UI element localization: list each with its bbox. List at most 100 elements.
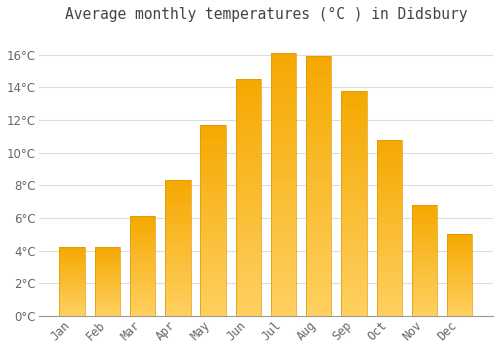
- Bar: [271, 74, 296, 79]
- Bar: [342, 312, 366, 316]
- Bar: [271, 179, 296, 184]
- Bar: [342, 122, 366, 127]
- Bar: [236, 183, 261, 188]
- Bar: [412, 205, 437, 207]
- Bar: [60, 282, 85, 283]
- Bar: [271, 295, 296, 300]
- Bar: [165, 310, 190, 313]
- Bar: [412, 285, 437, 287]
- Bar: [165, 289, 190, 292]
- Bar: [94, 260, 120, 261]
- Bar: [447, 273, 472, 275]
- Bar: [200, 190, 226, 194]
- Bar: [236, 207, 261, 212]
- Bar: [306, 77, 332, 82]
- Bar: [200, 247, 226, 251]
- Bar: [200, 186, 226, 190]
- Bar: [306, 233, 332, 238]
- Bar: [342, 203, 366, 208]
- Bar: [60, 249, 85, 250]
- Bar: [200, 220, 226, 224]
- Bar: [165, 259, 190, 262]
- Bar: [412, 272, 437, 274]
- Bar: [60, 302, 85, 303]
- Bar: [412, 262, 437, 265]
- Bar: [60, 264, 85, 265]
- Bar: [306, 223, 332, 228]
- Bar: [60, 315, 85, 316]
- Bar: [447, 288, 472, 290]
- Bar: [376, 238, 402, 242]
- Bar: [60, 250, 85, 251]
- Bar: [342, 212, 366, 217]
- Bar: [94, 251, 120, 253]
- Bar: [165, 313, 190, 316]
- Bar: [130, 242, 156, 244]
- Bar: [271, 53, 296, 316]
- Bar: [60, 268, 85, 269]
- Bar: [306, 113, 332, 119]
- Bar: [165, 234, 190, 237]
- Bar: [412, 298, 437, 300]
- Bar: [60, 290, 85, 291]
- Bar: [376, 284, 402, 288]
- Bar: [412, 254, 437, 256]
- Bar: [342, 167, 366, 172]
- Bar: [94, 305, 120, 306]
- Bar: [306, 290, 332, 295]
- Bar: [200, 312, 226, 316]
- Bar: [412, 211, 437, 214]
- Bar: [165, 254, 190, 256]
- Bar: [342, 154, 366, 158]
- Bar: [130, 250, 156, 252]
- Bar: [200, 239, 226, 243]
- Bar: [376, 150, 402, 154]
- Bar: [376, 306, 402, 309]
- Bar: [200, 285, 226, 289]
- Bar: [165, 270, 190, 273]
- Bar: [94, 300, 120, 301]
- Bar: [342, 172, 366, 176]
- Bar: [271, 132, 296, 137]
- Bar: [342, 113, 366, 118]
- Bar: [342, 149, 366, 154]
- Bar: [130, 226, 156, 228]
- Bar: [447, 290, 472, 292]
- Bar: [447, 264, 472, 265]
- Bar: [165, 183, 190, 186]
- Bar: [130, 238, 156, 240]
- Bar: [130, 216, 156, 218]
- Bar: [200, 155, 226, 159]
- Bar: [130, 220, 156, 222]
- Bar: [342, 185, 366, 190]
- Bar: [60, 308, 85, 309]
- Bar: [376, 140, 402, 316]
- Bar: [447, 296, 472, 298]
- Bar: [94, 254, 120, 256]
- Bar: [236, 188, 261, 193]
- Bar: [130, 298, 156, 300]
- Bar: [236, 311, 261, 316]
- Bar: [447, 306, 472, 308]
- Bar: [342, 131, 366, 135]
- Bar: [60, 272, 85, 273]
- Bar: [165, 180, 190, 183]
- Bar: [342, 91, 366, 95]
- Bar: [342, 108, 366, 113]
- Bar: [236, 302, 261, 307]
- Bar: [342, 176, 366, 181]
- Bar: [412, 287, 437, 289]
- Bar: [130, 278, 156, 280]
- Bar: [94, 286, 120, 287]
- Bar: [342, 199, 366, 203]
- Bar: [412, 256, 437, 258]
- Bar: [342, 127, 366, 131]
- Bar: [342, 289, 366, 293]
- Bar: [236, 221, 261, 226]
- Bar: [271, 216, 296, 221]
- Bar: [94, 267, 120, 268]
- Bar: [94, 273, 120, 275]
- Bar: [376, 154, 402, 157]
- Bar: [447, 239, 472, 241]
- Bar: [200, 140, 226, 144]
